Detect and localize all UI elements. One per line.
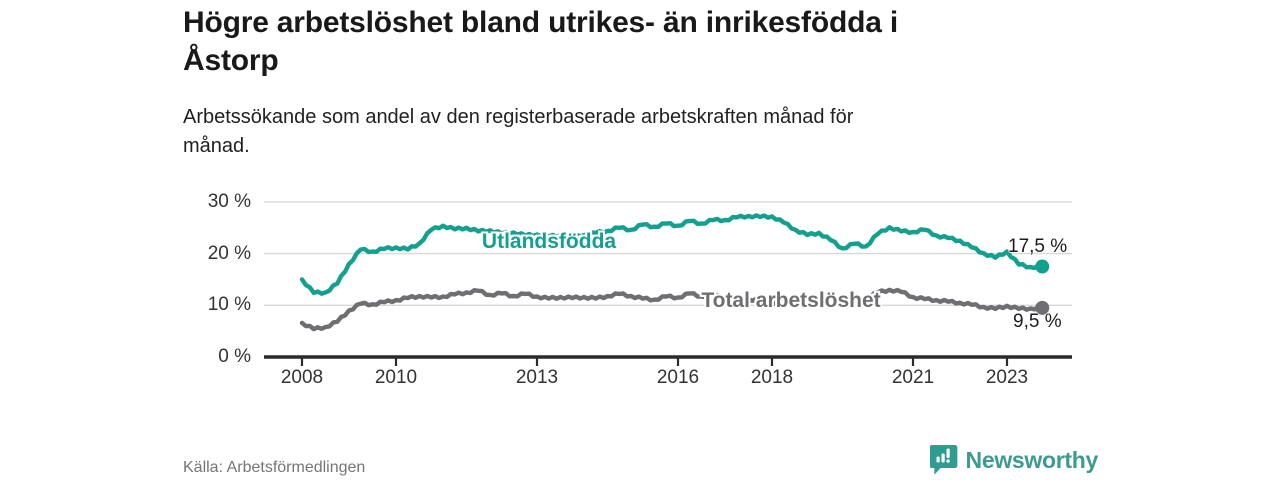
series-end-dot-utlandsfodda	[1035, 259, 1050, 274]
y-tick-label-0: 0 %	[218, 346, 251, 367]
chart-subtitle-line2: månad.	[183, 135, 250, 157]
series-label-total-arbetsloshet: Total arbetslöshet	[701, 289, 881, 312]
x-tick-label-2023: 2023	[985, 367, 1029, 388]
x-tick-label-2018: 2018	[750, 367, 794, 388]
y-tick-label-20: 20 %	[207, 242, 251, 264]
source-attribution: Källa: Arbetsförmedlingen	[183, 459, 366, 476]
chart-subtitle: Arbetssökande som andel av den registerb…	[183, 103, 1103, 161]
chart-subtitle-line1: Arbetssökande som andel av den registerb…	[183, 106, 854, 128]
x-tick-label-2010: 2010	[374, 367, 418, 388]
end-value-label-utlandsfodda: 17,5 %	[1008, 236, 1068, 257]
chart-title-line1: Högre arbetslöshet bland utrikes- än inr…	[183, 6, 898, 39]
series-label-utlandsfodda: Utlandsfödda	[481, 230, 617, 253]
series-line-utlandsfodda	[299, 213, 1045, 296]
series-line-total-arbetsloshet	[299, 287, 1045, 332]
chart-title: Högre arbetslöshet bland utrikes- än inr…	[183, 4, 1123, 80]
chart-title-line2: Åstorp	[183, 44, 279, 77]
y-tick-label-30: 30 %	[207, 190, 251, 212]
newsworthy-bar-chart-icon	[929, 445, 957, 475]
x-tick-label-2013: 2013	[515, 367, 559, 388]
x-tick-label-2016: 2016	[656, 367, 700, 388]
end-value-label-total-arbetsloshet: 9,5 %	[1013, 311, 1062, 332]
newsworthy-wordmark: Newsworthy	[965, 446, 1099, 473]
y-tick-label-10: 10 %	[207, 294, 251, 316]
newsworthy-logo-link[interactable]: Newsworthy	[929, 444, 1099, 476]
logo-bars	[936, 448, 950, 463]
series-end-dot-total-arbetsloshet	[1035, 300, 1050, 315]
x-tick-label-2021: 2021	[891, 367, 935, 388]
x-tick-label-2008: 2008	[280, 367, 324, 388]
